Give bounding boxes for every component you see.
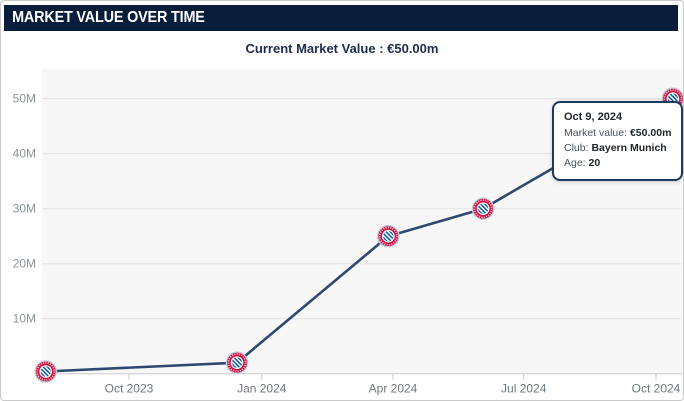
card-header: MARKET VALUE OVER TIME [4,5,678,31]
bayern-munich-badge-icon[interactable] [35,361,56,382]
x-axis-tick-label: Apr 2024 [369,382,418,396]
x-axis-tick-label: Oct 2023 [105,382,154,396]
bayern-munich-badge-icon[interactable] [378,226,399,247]
y-axis-tick-label: 30M [13,202,36,216]
y-axis-tick-label: 40M [13,147,36,161]
page-title: MARKET VALUE OVER TIME [12,9,205,26]
y-axis-tick-label: 20M [13,257,36,271]
y-axis-tick-label: 50M [13,92,36,106]
tooltip-age-row: Age: 20 [564,157,601,169]
bayern-munich-badge-icon[interactable] [473,198,494,219]
tooltip-market-value-row: Market value: €50.00m [564,127,672,139]
x-axis-tick-label: Oct 2024 [632,382,681,396]
y-axis-tick-label: 10M [13,312,36,326]
tooltip-club-row: Club: Bayern Munich [564,142,667,154]
tooltip-date: Oct 9, 2024 [564,111,623,123]
x-axis-tick-label: Jan 2024 [237,382,287,396]
current-market-value-text: Current Market Value : €50.00m [245,41,439,56]
chart-tooltip: Oct 9, 2024 Market value: €50.00m Club: … [552,101,683,181]
x-axis-tick-label: Jul 2024 [501,382,547,396]
bayern-munich-badge-icon[interactable] [226,352,247,373]
